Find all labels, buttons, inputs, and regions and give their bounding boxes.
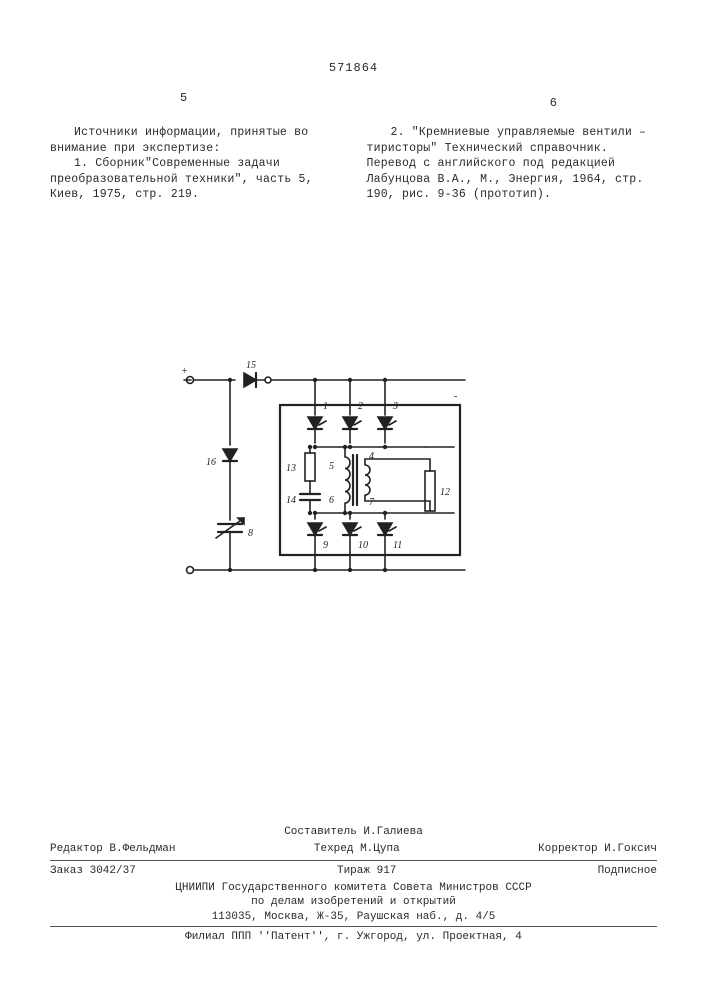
circuit-diagram: +15168-123910111314564712: [180, 350, 470, 600]
colophon-printer: Филиал ППП ''Патент'', г. Ужгород, ул. П…: [50, 928, 657, 945]
svg-text:5: 5: [329, 461, 334, 472]
svg-text:-: -: [454, 391, 457, 402]
svg-text:8: 8: [248, 528, 253, 539]
svg-text:+: +: [181, 366, 188, 377]
svg-text:16: 16: [206, 457, 216, 468]
circuit-diagram-svg: +15168-123910111314564712: [180, 350, 470, 600]
colophon-tirazh: Тираж 917: [337, 864, 396, 879]
svg-text:12: 12: [440, 487, 450, 498]
colophon-techred: Техред М.Цупа: [314, 842, 400, 857]
colophon-order: Заказ 3042/37: [50, 864, 136, 879]
svg-text:2: 2: [358, 401, 363, 412]
colophon-composer: Составитель И.Галиева: [284, 825, 423, 840]
right-p1: 2. "Кремниевые управляемые вентили – тир…: [367, 125, 658, 203]
colophon-editor: Редактор В.Фельдман: [50, 842, 175, 857]
doc-number: 571864: [329, 60, 378, 76]
colophon-subscribed: Подписное: [598, 864, 657, 879]
colophon: Составитель И.Галиева Редактор В.Фельдма…: [50, 825, 657, 945]
svg-text:3: 3: [392, 401, 398, 412]
page-number-right: 6: [550, 95, 557, 111]
colophon-org1: ЦНИИПИ Государственного комитета Совета …: [50, 881, 657, 896]
colophon-org2: по делам изобретений и открытий: [50, 895, 657, 910]
right-column: 2. "Кремниевые управляемые вентили – тир…: [367, 125, 658, 203]
colophon-addr: 113035, Москва, Ж-35, Раушская наб., д. …: [50, 910, 657, 925]
page-number-left: 5: [180, 90, 187, 106]
svg-text:14: 14: [286, 495, 296, 506]
svg-text:10: 10: [358, 540, 368, 551]
svg-text:4: 4: [369, 451, 374, 462]
svg-text:1: 1: [323, 401, 328, 412]
svg-text:9: 9: [323, 540, 328, 551]
left-p2: 1. Сборник"Современные задачи преобразов…: [50, 156, 341, 203]
svg-text:15: 15: [246, 360, 256, 371]
svg-text:6: 6: [329, 495, 334, 506]
text-columns: Источники информации, принятые во вниман…: [50, 125, 657, 203]
colophon-corrector: Корректор И.Гоксич: [538, 842, 657, 857]
left-column: Источники информации, принятые во вниман…: [50, 125, 341, 203]
svg-text:13: 13: [286, 463, 296, 474]
svg-text:7: 7: [369, 497, 375, 508]
svg-text:11: 11: [393, 540, 402, 551]
left-p1: Источники информации, принятые во вниман…: [50, 125, 341, 156]
